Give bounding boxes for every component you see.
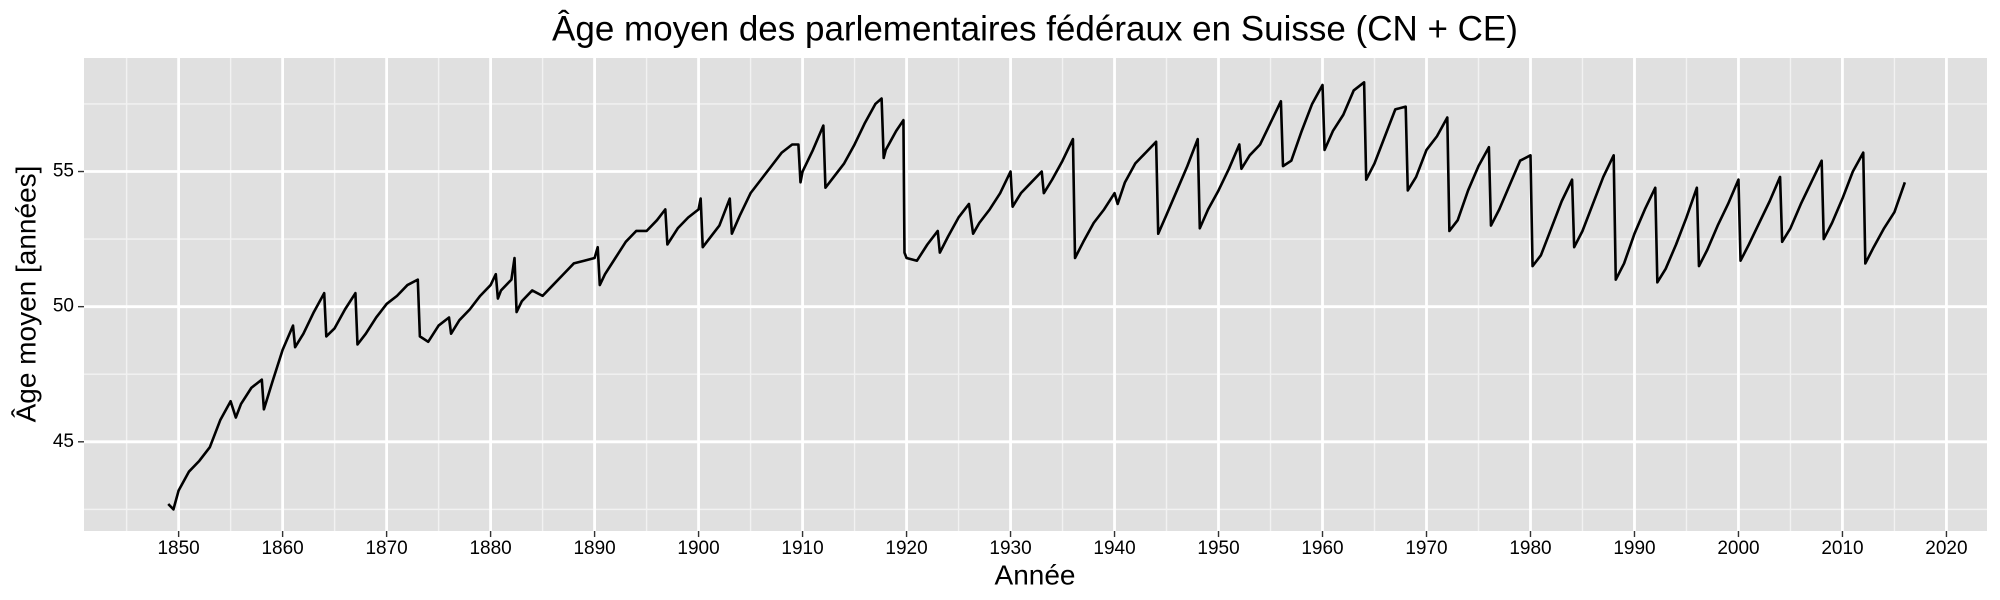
plot-background xyxy=(84,58,1987,531)
y-tick-label: 45 xyxy=(53,431,74,452)
y-tick-label: 50 xyxy=(53,296,74,317)
y-tick-label: 55 xyxy=(53,161,74,182)
x-tick-label: 1990 xyxy=(1613,538,1655,559)
x-tick-label: 1940 xyxy=(1093,538,1135,559)
x-tick-label: 1920 xyxy=(885,538,927,559)
x-axis-title: Année xyxy=(995,559,1076,590)
x-tick-label: 1870 xyxy=(365,538,407,559)
x-tick-label: 1850 xyxy=(157,538,199,559)
x-tick-label: 2020 xyxy=(1925,538,1967,559)
x-tick-label: 1890 xyxy=(573,538,615,559)
x-tick-label: 2010 xyxy=(1821,538,1863,559)
x-tick-label: 1860 xyxy=(261,538,303,559)
x-tick-label: 2000 xyxy=(1717,538,1759,559)
x-tick-label: 1930 xyxy=(989,538,1031,559)
line-series xyxy=(167,81,1907,511)
x-tick-label: 1980 xyxy=(1509,538,1551,559)
chart-title: Âge moyen des parlementaires fédéraux en… xyxy=(552,9,1518,48)
x-tick-label: 1900 xyxy=(677,538,719,559)
x-tick-label: 1970 xyxy=(1405,538,1447,559)
x-tick-label: 1910 xyxy=(781,538,823,559)
x-tick-label: 1960 xyxy=(1301,538,1343,559)
x-tick-label: 1950 xyxy=(1197,538,1239,559)
x-tick-label: 1880 xyxy=(469,538,511,559)
y-axis-title: Âge moyen [années] xyxy=(10,166,41,423)
